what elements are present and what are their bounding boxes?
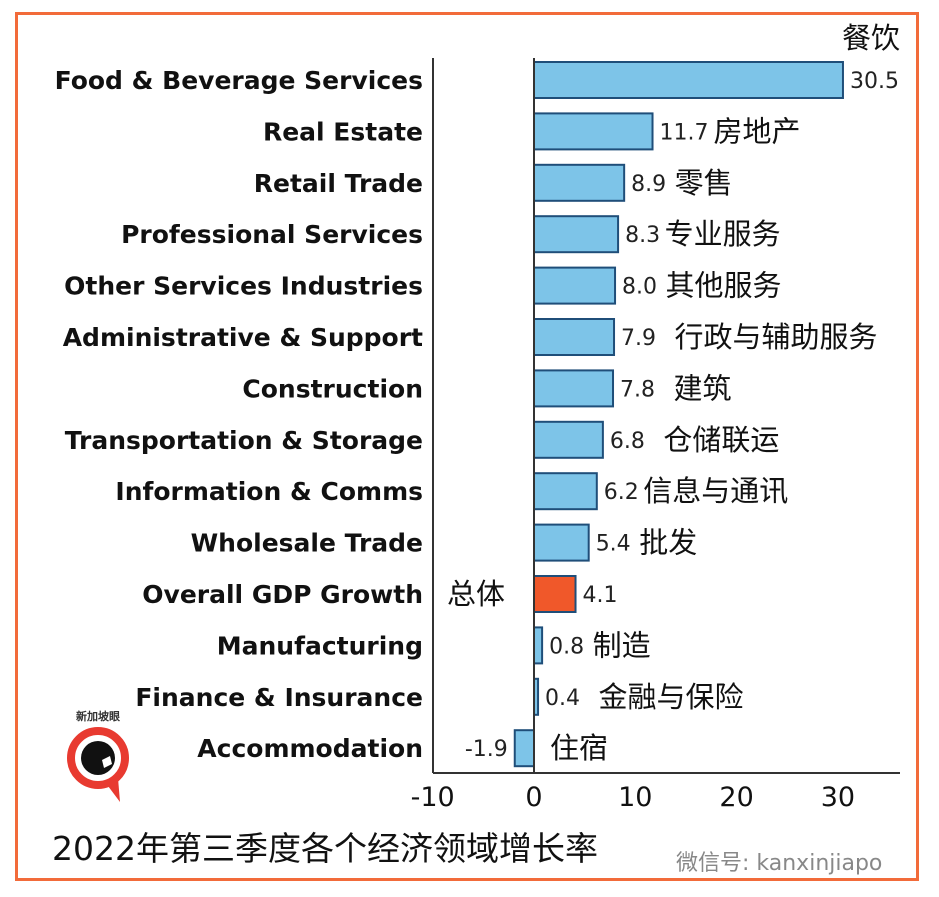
category-label: Real Estate: [263, 117, 423, 146]
category-label: Manufacturing: [217, 631, 423, 660]
x-tick-label: 0: [525, 782, 542, 813]
category-label: Professional Services: [121, 220, 423, 249]
category-label-zh: 金融与保险: [599, 680, 744, 714]
category-label: Finance & Insurance: [135, 683, 423, 712]
category-label-zh: 专业服务: [665, 217, 781, 251]
bar: [533, 318, 616, 356]
category-label-zh: 信息与通讯: [643, 474, 788, 508]
bar: [533, 523, 590, 562]
category-label: Administrative & Support: [63, 323, 423, 352]
value-label: 8.3: [625, 223, 660, 248]
bar: [533, 472, 598, 511]
category-label: Accommodation: [197, 734, 423, 763]
value-label: 5.4: [596, 532, 631, 557]
category-label-zh: 总体: [447, 577, 505, 611]
x-tick-label: -10: [411, 782, 455, 813]
value-label: 8.0: [622, 275, 657, 300]
category-label-zh: 仓储联运: [663, 423, 779, 457]
x-tick-label: 20: [719, 782, 753, 813]
bar: [533, 420, 604, 459]
value-label: 30.5: [850, 69, 899, 94]
value-label: -1.9: [465, 737, 508, 762]
bar: [533, 626, 544, 665]
category-label: Retail Trade: [254, 169, 423, 198]
bar: [533, 215, 620, 254]
bar: [513, 729, 535, 768]
category-label-zh: 餐饮: [842, 21, 900, 55]
category-label: Food & Beverage Services: [55, 66, 423, 95]
bar: [533, 112, 654, 151]
chart-title: 2022年第三季度各个经济领域增长率: [52, 829, 598, 868]
value-label: 8.9: [631, 172, 666, 197]
category-label-zh: 房地产: [714, 114, 801, 148]
category-label: Information & Comms: [115, 477, 423, 506]
bar: [533, 369, 615, 408]
category-label-zh: 行政与辅助服务: [675, 320, 878, 354]
watermark: 微信号: kanxinjiapo: [676, 851, 883, 876]
category-label: Overall GDP Growth: [142, 580, 423, 609]
chart-frame: [15, 12, 919, 881]
value-label: 0.4: [545, 686, 580, 711]
category-label-zh: 建筑: [674, 371, 732, 405]
value-label: 7.9: [621, 326, 656, 351]
value-label: 6.8: [610, 429, 645, 454]
bar: [533, 266, 617, 305]
category-label: Construction: [242, 374, 423, 403]
bar: [533, 575, 577, 613]
value-label: 6.2: [604, 480, 639, 505]
x-tick-label: 30: [821, 782, 855, 813]
bar: [533, 163, 626, 202]
logo: 新加坡眼: [60, 710, 140, 805]
category-label: Wholesale Trade: [191, 529, 423, 558]
category-label: Transportation & Storage: [65, 426, 423, 455]
x-tick-label: 10: [618, 782, 652, 813]
value-label: 4.1: [583, 583, 618, 608]
category-label-zh: 住宿: [550, 731, 608, 765]
category-label-zh: 零售: [675, 166, 733, 200]
value-label: 7.8: [620, 377, 655, 402]
logo-eye-icon: 新加坡眼: [67, 710, 129, 802]
value-label: 11.7: [660, 120, 709, 145]
category-label: Other Services Industries: [64, 272, 423, 301]
bar: [533, 61, 844, 99]
category-label-zh: 其他服务: [666, 269, 782, 303]
logo-text: 新加坡眼: [76, 710, 120, 723]
category-label-zh: 批发: [639, 526, 697, 560]
category-label-zh: 制造: [593, 628, 651, 662]
value-label: 0.8: [549, 634, 584, 659]
